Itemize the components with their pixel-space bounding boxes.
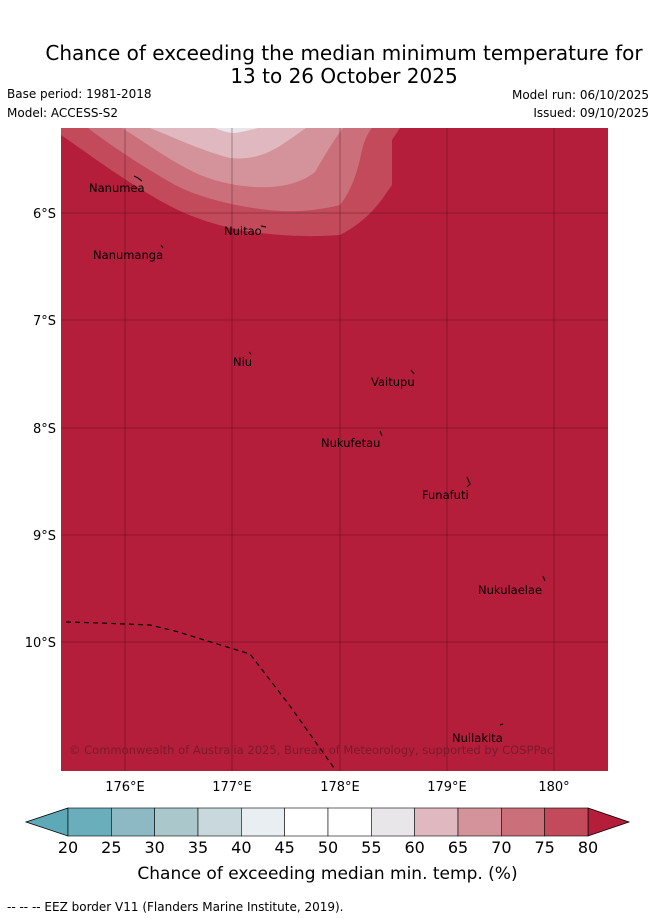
contour-55 <box>215 128 258 133</box>
place-label-nanumea: Nanumea <box>89 181 145 195</box>
place-label-niu: Niu <box>233 355 252 369</box>
colorbar-swatch <box>197 807 242 837</box>
lon-tick-label: 176°E <box>105 780 145 795</box>
contour-60 <box>150 128 306 159</box>
copyright-notice: © Commonwealth of Australia 2025, Bureau… <box>69 743 553 757</box>
colorbar-swatch <box>284 807 329 837</box>
colorbar-tick-label: 30 <box>144 838 164 857</box>
colorbar-tick-label: 45 <box>274 838 294 857</box>
colorbar-over-arrow <box>587 807 631 837</box>
map-title: Chance of exceeding the median minimum t… <box>0 42 655 88</box>
colorbar-tick-label: 35 <box>188 838 208 857</box>
colorbar-swatch <box>414 807 459 837</box>
island-nukulaelae-shape <box>542 575 546 582</box>
colorbar-tick-label: 60 <box>404 838 424 857</box>
colorbar-tick-label: 20 <box>58 838 78 857</box>
lon-tick-label: 180° <box>538 780 569 795</box>
colorbar: 20 25 30 35 40 45 50 55 60 65 70 75 80 <box>24 807 631 857</box>
colorbar-under-arrow <box>24 807 69 837</box>
colorbar-swatch <box>154 807 199 837</box>
island-vaitupu-shape <box>410 369 415 375</box>
colorbar-tick-label: 55 <box>361 838 381 857</box>
colorbar-swatch <box>371 807 415 837</box>
lat-tick-label: 8°S <box>33 422 56 437</box>
lat-tick-label: 9°S <box>33 529 56 544</box>
gridlines <box>61 128 608 771</box>
probability-contours <box>61 128 400 237</box>
base-period: Base period: 1981-2018 <box>7 87 152 101</box>
colorbar-tick-label: 40 <box>231 838 251 857</box>
eez-legend-note: -- -- -- EEZ border V11 (Flanders Marine… <box>7 900 344 914</box>
colorbar-swatch <box>501 807 545 837</box>
model-run: Model run: 06/10/2025 <box>511 88 649 102</box>
place-label-nuilakita: Nuilakita <box>452 731 503 745</box>
colorbar-swatch <box>67 807 112 837</box>
colorbar-tick-label: 50 <box>318 838 338 857</box>
island-nukufetau-shape <box>379 430 383 437</box>
lon-axis: 176°E 177°E 178°E 179°E 180° <box>105 780 569 795</box>
islands <box>133 175 546 726</box>
place-label-nukufetau: Nukufetau <box>321 436 380 450</box>
island-niu-shape <box>248 351 252 355</box>
colorbar-swatch <box>241 807 285 837</box>
island-nuilakita-shape <box>499 723 504 726</box>
place-labels: Nanumea Nuitao Nanumanga Niu Vaitupu Nuk… <box>89 181 542 745</box>
place-label-nukulaelae: Nukulaelae <box>478 583 542 597</box>
place-label-vaitupu: Vaitupu <box>371 375 415 389</box>
lon-tick-label: 177°E <box>212 780 252 795</box>
lat-tick-label: 10°S <box>25 636 56 651</box>
colorbar-swatch <box>457 807 502 837</box>
colorbar-tick-label: 75 <box>534 838 554 857</box>
lon-tick-label: 178°E <box>320 780 360 795</box>
colorbar-swatch <box>544 807 589 837</box>
lat-tick-label: 6°S <box>33 207 56 222</box>
island-nuitao-shape <box>260 225 267 228</box>
colorbar-tick-label: 25 <box>101 838 121 857</box>
island-nanumea-shape <box>133 175 143 182</box>
colorbar-tick-label: 80 <box>578 838 598 857</box>
island-funafuti-shape <box>466 476 471 488</box>
place-label-funafuti: Funafuti <box>422 488 469 502</box>
title-line-1: Chance of exceeding the median minimum t… <box>45 41 643 65</box>
model-name: Model: ACCESS-S2 <box>7 106 119 120</box>
lat-axis: 6°S 7°S 8°S 9°S 10°S <box>25 207 56 651</box>
colorbar-label: Chance of exceeding median min. temp. (%… <box>137 864 518 884</box>
colorbar-tick-label: 70 <box>491 838 511 857</box>
lat-tick-label: 7°S <box>33 314 56 329</box>
lon-tick-label: 179°E <box>427 780 467 795</box>
eez-border <box>65 621 335 769</box>
colorbar-swatch <box>111 807 155 837</box>
colorbar-tick-label: 65 <box>448 838 468 857</box>
map-figure: 6°S 7°S 8°S 9°S 10°S 176°E 177°E 178°E 1… <box>24 128 631 857</box>
issued-date: Issued: 09/10/2025 <box>533 106 649 120</box>
place-label-nanumanga: Nanumanga <box>93 248 163 262</box>
colorbar-swatch <box>327 807 372 837</box>
place-label-nuitao: Nuitao <box>224 224 262 238</box>
title-line-2: 13 to 26 October 2025 <box>230 64 458 88</box>
island-nanumanga-shape <box>160 244 164 249</box>
